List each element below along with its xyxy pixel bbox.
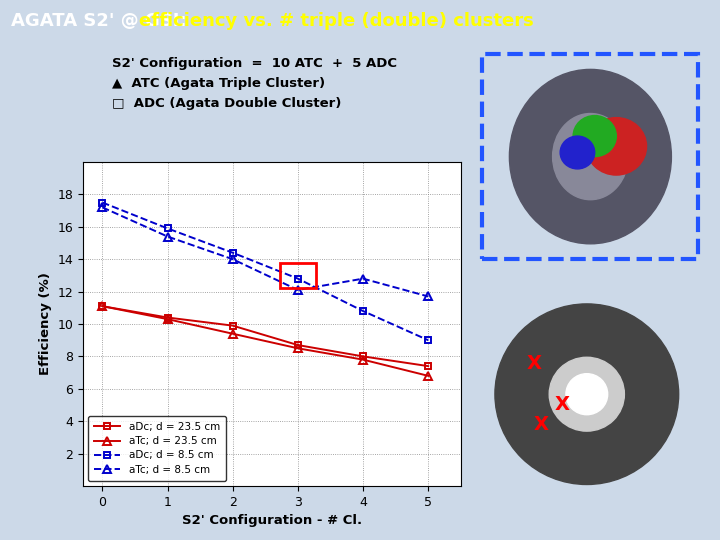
Ellipse shape	[495, 304, 679, 484]
aTc; d = 8.5 cm	[294, 287, 302, 293]
aTc; d = 8.5 cm	[163, 233, 172, 240]
aDc; d = 23.5 cm	[228, 322, 237, 329]
Line: aDc; d = 23.5 cm: aDc; d = 23.5 cm	[99, 303, 432, 369]
aDc; d = 8.5 cm	[163, 225, 172, 232]
Circle shape	[586, 118, 647, 175]
Text: efficiency vs. # triple (double) clusters: efficiency vs. # triple (double) cluster…	[140, 12, 534, 30]
aDc; d = 23.5 cm	[294, 342, 302, 348]
Y-axis label: Efficiency (%): Efficiency (%)	[39, 273, 52, 375]
aTc; d = 23.5 cm	[359, 356, 367, 363]
Circle shape	[566, 374, 608, 415]
aDc; d = 23.5 cm	[359, 353, 367, 360]
Text: S2' Configuration  =  10 ATC  +  5 ADC: S2' Configuration = 10 ATC + 5 ADC	[112, 57, 397, 70]
aTc; d = 8.5 cm	[359, 275, 367, 282]
Bar	[280, 263, 316, 287]
Line: aTc; d = 8.5 cm: aTc; d = 8.5 cm	[98, 203, 433, 301]
aTc; d = 8.5 cm	[424, 293, 433, 300]
Text: X: X	[534, 415, 549, 435]
aTc; d = 23.5 cm	[424, 373, 433, 379]
aTc; d = 8.5 cm	[228, 256, 237, 262]
Text: □  ADC (Agata Double Cluster): □ ADC (Agata Double Cluster)	[112, 97, 341, 110]
X-axis label: S2' Configuration - # Cl.: S2' Configuration - # Cl.	[181, 514, 362, 527]
Circle shape	[573, 116, 616, 157]
aTc; d = 23.5 cm	[98, 303, 107, 309]
Text: X: X	[527, 354, 542, 373]
Ellipse shape	[552, 113, 628, 200]
aTc; d = 23.5 cm	[228, 330, 237, 337]
aDc; d = 23.5 cm	[424, 363, 433, 369]
Legend: aDc; d = 23.5 cm, aTc; d = 23.5 cm, aDc; d = 8.5 cm, aTc; d = 8.5 cm: aDc; d = 23.5 cm, aTc; d = 23.5 cm, aDc;…	[88, 416, 226, 481]
aTc; d = 8.5 cm	[98, 204, 107, 211]
aDc; d = 8.5 cm	[228, 249, 237, 256]
aDc; d = 23.5 cm	[163, 314, 172, 321]
aDc; d = 8.5 cm	[98, 199, 107, 206]
Circle shape	[549, 357, 624, 431]
Text: AGATA S2' @ GSI:: AGATA S2' @ GSI:	[11, 12, 192, 30]
Circle shape	[560, 136, 595, 169]
aDc; d = 8.5 cm	[424, 337, 433, 343]
Line: aDc; d = 8.5 cm: aDc; d = 8.5 cm	[99, 199, 432, 343]
Text: X: X	[554, 395, 570, 414]
Ellipse shape	[510, 70, 671, 244]
Line: aTc; d = 23.5 cm: aTc; d = 23.5 cm	[98, 302, 433, 380]
Text: ▲  ATC (Agata Triple Cluster): ▲ ATC (Agata Triple Cluster)	[112, 77, 325, 90]
aDc; d = 8.5 cm	[359, 308, 367, 314]
aDc; d = 8.5 cm	[294, 275, 302, 282]
aDc; d = 23.5 cm	[98, 303, 107, 309]
aTc; d = 23.5 cm	[163, 316, 172, 322]
aTc; d = 23.5 cm	[294, 345, 302, 352]
